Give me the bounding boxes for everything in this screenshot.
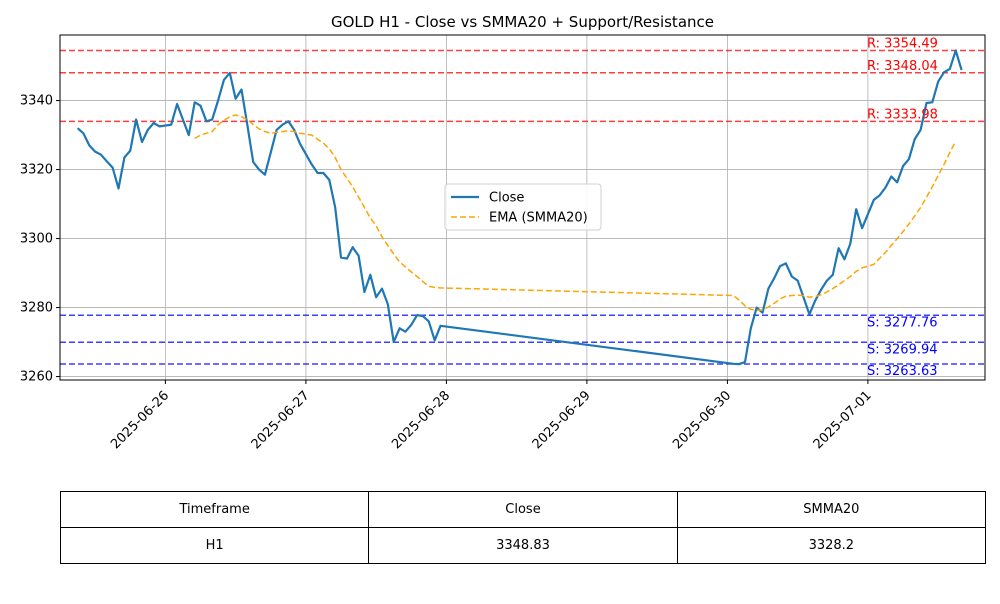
legend: Close EMA (SMMA20) — [444, 183, 602, 231]
support-label: S: 3277.76 — [867, 315, 938, 330]
plot-area — [60, 49, 985, 366]
table-header-cell: SMMA20 — [676, 491, 987, 528]
table-header-cell: Timeframe — [59, 491, 370, 528]
table-row: H1 3348.83 3328.2 — [59, 527, 987, 564]
support-label: S: 3269.94 — [867, 342, 938, 357]
x-tick-label: 2025-07-01 — [811, 388, 875, 452]
y-tick-label: 3260 — [20, 370, 53, 385]
table-header-cell: Close — [368, 491, 678, 528]
smma20-line — [194, 114, 957, 312]
resistance-label: R: 3333.98 — [867, 107, 938, 122]
support-label: S: 3263.63 — [867, 364, 938, 379]
legend-box — [444, 183, 602, 231]
resistance-label: R: 3348.04 — [867, 59, 938, 74]
legend-label: Close — [489, 191, 524, 206]
info-table: Timeframe Close SMMA20 H1 3348.83 3328.2 — [59, 491, 987, 564]
y-tick-label: 3300 — [20, 232, 53, 247]
plot-frame — [59, 34, 986, 381]
x-tick-label: 2025-06-27 — [249, 388, 313, 452]
close-price-line — [76, 49, 963, 366]
resistance-label: R: 3354.49 — [867, 37, 938, 52]
x-tick-label: 2025-06-26 — [108, 388, 172, 452]
x-tick-label: 2025-06-29 — [530, 388, 594, 452]
y-tick-label: 3320 — [20, 163, 53, 178]
table-cell: H1 — [59, 527, 370, 564]
chart-title: GOLD H1 - Close vs SMMA20 + Support/Resi… — [331, 13, 714, 31]
table-cell: 3328.2 — [676, 527, 987, 564]
x-tick-label: 2025-06-30 — [670, 388, 734, 452]
y-tick-label: 3340 — [20, 94, 53, 109]
legend-label: EMA (SMMA20) — [489, 211, 588, 226]
table-header-row: Timeframe Close SMMA20 — [59, 491, 987, 528]
table-cell: 3348.83 — [368, 527, 678, 564]
y-tick-label: 3280 — [20, 301, 53, 316]
x-tick-label: 2025-06-28 — [389, 388, 453, 452]
